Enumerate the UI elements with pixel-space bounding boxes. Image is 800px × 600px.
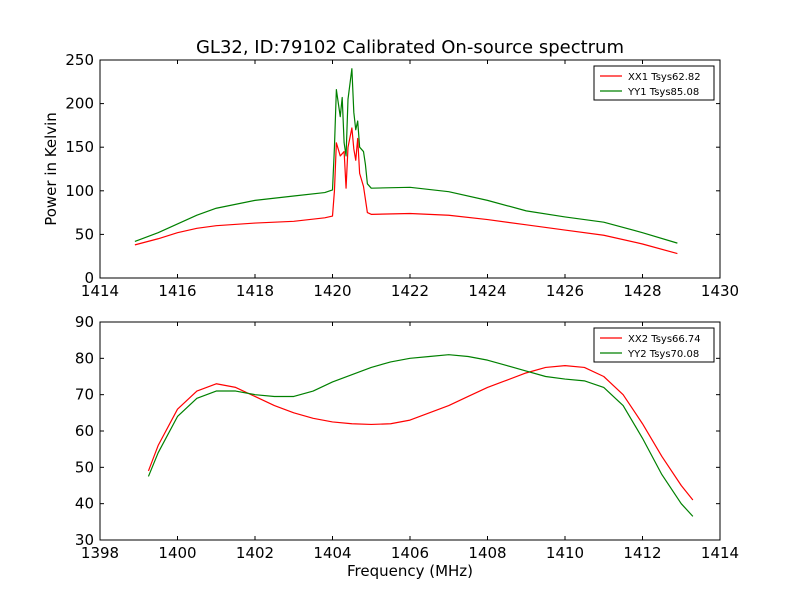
x-tick-label: 1408 — [468, 544, 506, 562]
y-tick-label: 40 — [75, 495, 94, 513]
x-tick-label: 1412 — [623, 544, 661, 562]
legend: XX2 Tsys66.74 YY2 Tsys70.08 — [593, 327, 715, 363]
legend-entry: YY2 Tsys70.08 — [627, 349, 699, 360]
x-tick-label: 1424 — [468, 282, 506, 300]
legend-entry: XX2 Tsys66.74 — [628, 334, 701, 345]
legend-box — [593, 65, 715, 101]
x-tick-label: 1402 — [236, 544, 274, 562]
series-line-2-1 — [147, 365, 694, 501]
series-line-1-1 — [134, 127, 678, 255]
x-tick-label: 1430 — [701, 282, 739, 300]
x-tick-label: 1418 — [236, 282, 274, 300]
y-tick-label: 250 — [65, 51, 94, 69]
legend-box — [593, 327, 715, 363]
y-tick-label: 70 — [75, 386, 94, 404]
x-axis-label: Frequency (MHz) — [347, 562, 473, 580]
y-tick-label: 0 — [84, 269, 94, 287]
y-tick-label: 200 — [65, 95, 94, 113]
x-tick-label: 1420 — [313, 282, 351, 300]
subplot-1: 1414 1416 1418 1420 1422 1424 1426 1428 1430 0 50 1… — [42, 51, 739, 300]
series-line-1-2 — [134, 68, 678, 244]
y-tick-label: 80 — [75, 349, 94, 367]
y-tick-label: 50 — [75, 458, 94, 476]
y-tick-label: 150 — [65, 138, 94, 156]
x-tick-label: 1406 — [391, 544, 429, 562]
legend: XX1 Tsys62.82 YY1 Tsys85.08 — [593, 65, 715, 101]
x-tick-label: 1414 — [81, 282, 119, 300]
y-axis-label: Power in Kelvin — [42, 112, 60, 226]
subplot-2: 1398 1400 1402 1404 1406 1408 1410 1412 1414 30 40… — [75, 313, 739, 580]
x-tick-label: 1426 — [546, 282, 584, 300]
x-tick-label: 1428 — [623, 282, 661, 300]
x-tick-label: 1422 — [391, 282, 429, 300]
x-tick-label: 1404 — [313, 544, 351, 562]
x-tick-label: 1414 — [701, 544, 739, 562]
legend-entry: YY1 Tsys85.08 — [627, 87, 699, 98]
plots-container: 1414 1416 1418 1420 1422 1424 1426 1428 14300501… — [42, 51, 739, 580]
y-tick-label: 90 — [75, 313, 94, 331]
x-tick-label: 1400 — [158, 544, 196, 562]
x-tick-label: 1410 — [546, 544, 584, 562]
y-tick-label: 50 — [75, 225, 94, 243]
chart-title: GL32, ID:79102 Calibrated On-source spec… — [196, 37, 624, 58]
x-tick-label: 1416 — [158, 282, 196, 300]
series-line-2-2 — [147, 354, 694, 517]
legend-entry: XX1 Tsys62.82 — [628, 72, 701, 83]
y-tick-label: 60 — [75, 422, 94, 440]
y-tick-label: 100 — [65, 182, 94, 200]
y-tick-label: 30 — [75, 531, 94, 549]
x-tick-label: 1398 — [81, 544, 119, 562]
